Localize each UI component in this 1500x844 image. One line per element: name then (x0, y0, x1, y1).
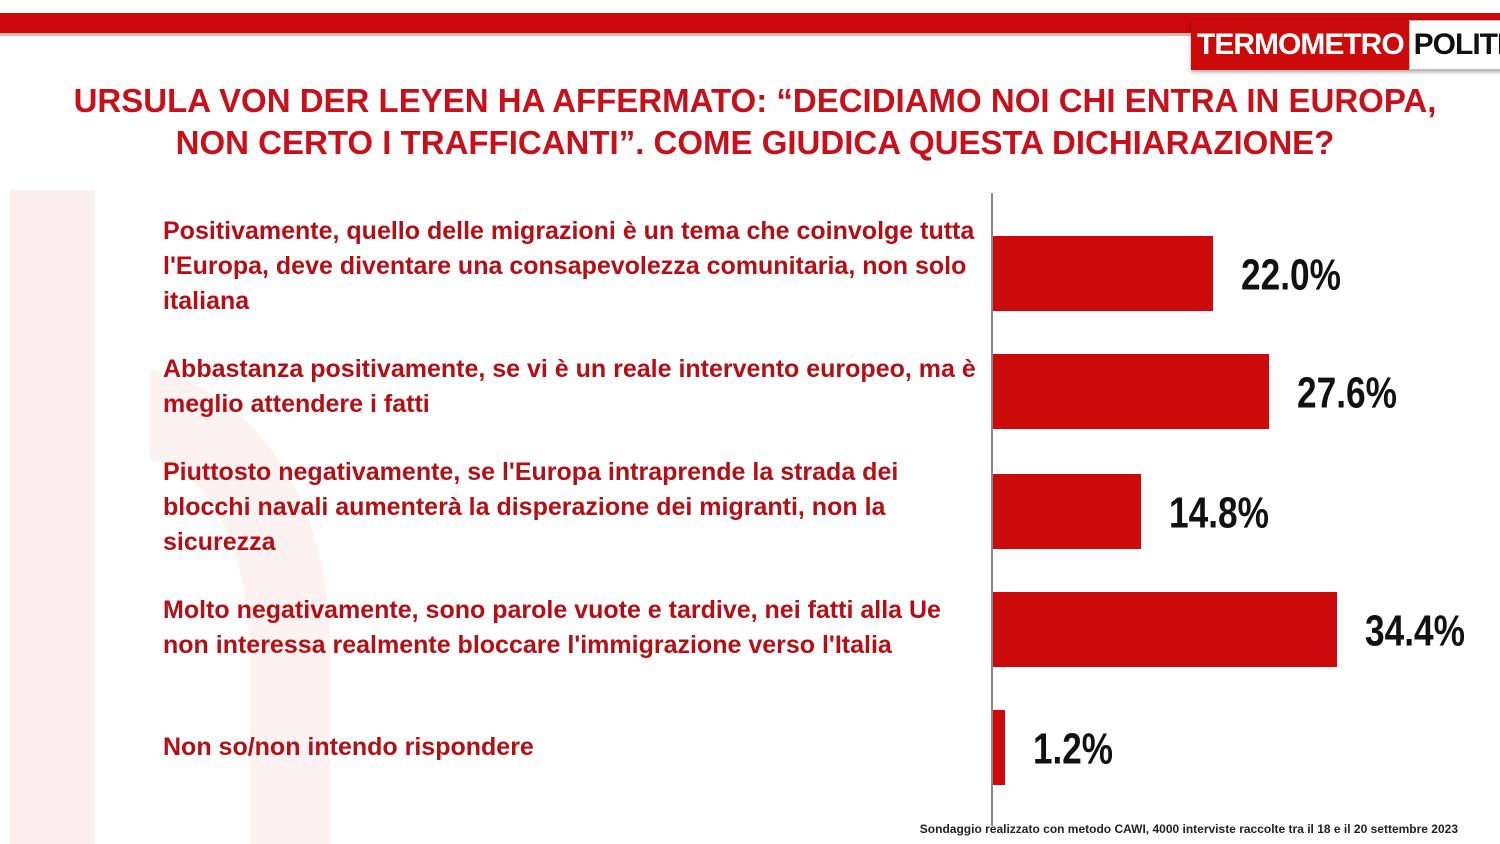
chart-title: Ursula von der Leyen ha affermato: “Deci… (73, 82, 1437, 161)
category-label: Non so/non intendo rispondere (163, 733, 534, 761)
category-labels: Positivamente, quello delle migrazioni è… (163, 0, 988, 844)
termometro-politico-logo: TERMOMETRO POLITICO (1191, 20, 1500, 70)
bar (993, 474, 1141, 549)
bar (993, 710, 1005, 785)
category-label: Abbastanza positivamente, se vi è un rea… (163, 355, 976, 418)
data-label: 27.6% (1297, 369, 1397, 418)
category-label: Piuttosto negativamente, se l'Europa int… (163, 458, 899, 556)
data-label: 14.8% (1169, 489, 1269, 538)
footnote: Sondaggio realizzato con metodo CAWI, 40… (919, 822, 1458, 836)
category-label: Molto negativamente, sono parole vuote e… (163, 596, 941, 659)
bar (993, 354, 1269, 429)
data-label: 22.0% (1241, 251, 1341, 300)
logo-text-left: TERMOMETRO (1191, 20, 1409, 70)
top-band-shadow (0, 33, 1500, 36)
data-label: 1.2% (1033, 725, 1113, 774)
logo-text-right: POLITICO (1408, 20, 1500, 70)
bar (993, 236, 1213, 311)
data-label: 34.4% (1365, 607, 1465, 656)
top-red-band (0, 13, 1500, 33)
category-label: Positivamente, quello delle migrazioni è… (163, 217, 975, 315)
bar (993, 592, 1337, 667)
